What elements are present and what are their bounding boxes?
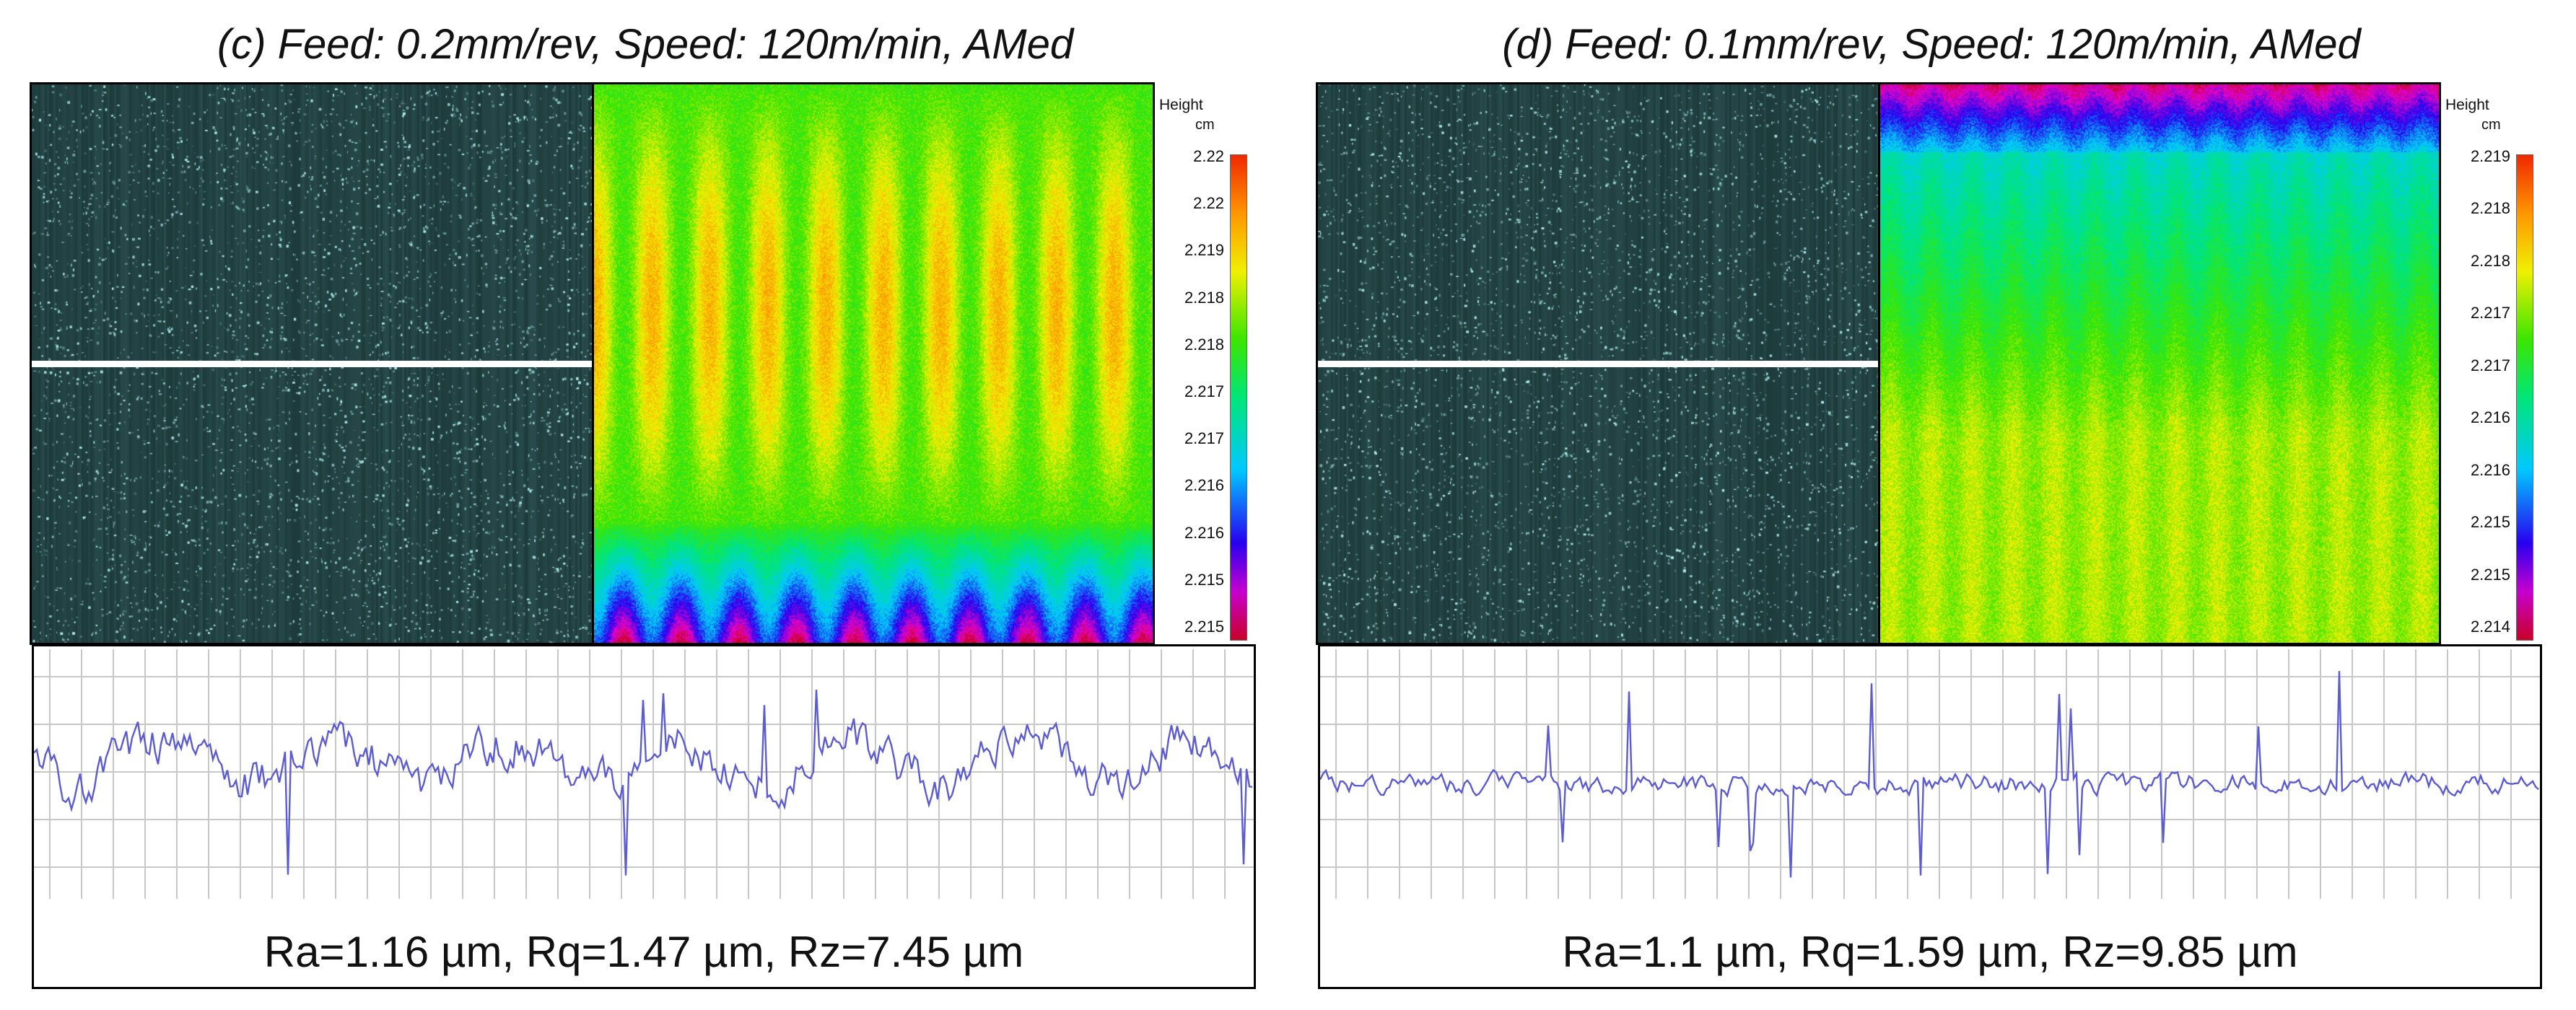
colorbar-tick-label: 2.217 [2470, 356, 2510, 374]
roughness-values: Ra=1.16 µm, Rq=1.47 µm, Rz=7.45 µm [263, 928, 1024, 976]
colorbar [2516, 154, 2533, 641]
surface-profile: Ra=1.16 µm, Rq=1.47 µm, Rz=7.45 µm [32, 644, 1256, 989]
scan-line-marker [32, 361, 592, 367]
colorbar-tick-label: 2.218 [1184, 288, 1224, 307]
colorbar-tick-label: 2.215 [2470, 513, 2510, 532]
colorbar-tick-label: 2.218 [1184, 335, 1224, 354]
colorbar-title: Height [1159, 97, 1203, 113]
height-map [1878, 82, 2441, 645]
colorbar-tick-label: 2.215 [1184, 618, 1224, 636]
roughness-values: Ra=1.1 µm, Rq=1.59 µm, Rz=9.85 µm [1562, 928, 2298, 976]
colorbar-tick-label: 2.218 [2470, 251, 2510, 270]
colorbar-tick-label: 2.217 [2470, 304, 2510, 322]
colorbar-tick-label: 2.219 [2470, 147, 2510, 165]
colorbar-title: Height [2445, 97, 2489, 113]
colorbar-tick-label: 2.216 [1184, 523, 1224, 542]
colorbar-tick-label: 2.22 [1193, 147, 1224, 165]
colorbar-unit: cm [2481, 117, 2501, 133]
microscope-image [30, 82, 594, 645]
colorbar-tick-label: 2.216 [2470, 408, 2510, 427]
colorbar [1230, 154, 1247, 641]
colorbar-tick-label: 2.214 [2470, 618, 2510, 636]
surface-profile: Ra=1.1 µm, Rq=1.59 µm, Rz=9.85 µm [1318, 644, 2542, 989]
microscope-image [1316, 82, 1880, 645]
colorbar-tick-label: 2.22 [1193, 194, 1224, 213]
colorbar-tick-label: 2.217 [1184, 429, 1224, 448]
colorbar-unit: cm [1195, 117, 1215, 133]
panel-title: (d) Feed: 0.1mm/rev, Speed: 120m/min, AM… [1502, 21, 2361, 68]
scan-line-marker [1318, 361, 1878, 367]
colorbar-tick-label: 2.216 [2470, 460, 2510, 479]
colorbar-tick-label: 2.219 [1184, 241, 1224, 260]
figure-panel-c: (c) Feed: 0.2mm/rev, Speed: 120m/min, AM… [30, 0, 1259, 1010]
panel-title: (c) Feed: 0.2mm/rev, Speed: 120m/min, AM… [217, 21, 1074, 68]
colorbar-tick-label: 2.215 [1184, 570, 1224, 589]
colorbar-tick-label: 2.216 [1184, 476, 1224, 495]
figure-panel-d: (d) Feed: 0.1mm/rev, Speed: 120m/min, AM… [1316, 0, 2545, 1010]
colorbar-tick-label: 2.217 [1184, 382, 1224, 400]
height-map [592, 82, 1155, 645]
profile-trace [1320, 671, 2539, 878]
profile-trace [34, 689, 1253, 876]
colorbar-tick-label: 2.218 [2470, 199, 2510, 218]
colorbar-tick-label: 2.215 [2470, 565, 2510, 584]
